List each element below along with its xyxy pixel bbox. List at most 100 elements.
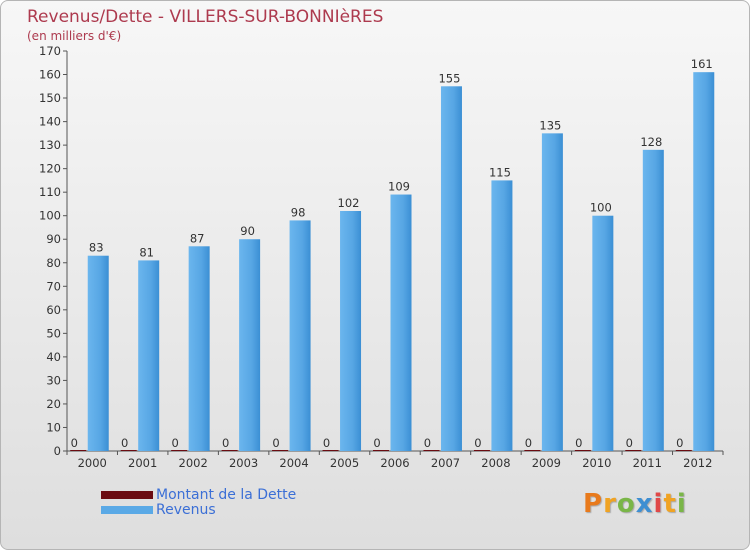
bar-dette xyxy=(373,450,389,451)
x-tick-label: 2006 xyxy=(380,456,409,470)
legend-label-revenus: Revenus xyxy=(156,501,216,518)
data-label-revenus: 81 xyxy=(139,245,154,259)
bar-dette xyxy=(70,450,87,451)
y-tick-label: 40 xyxy=(46,350,61,364)
data-label-revenus: 161 xyxy=(691,57,713,71)
bar-dette xyxy=(625,450,642,451)
data-label-dette: 0 xyxy=(121,436,128,450)
y-tick-label: 30 xyxy=(46,373,61,387)
y-tick-label: 70 xyxy=(46,279,61,293)
x-tick-label: 2002 xyxy=(179,456,208,470)
data-label-revenus: 87 xyxy=(190,231,205,245)
y-tick-label: 160 xyxy=(39,68,61,82)
y-tick-label: 100 xyxy=(39,209,61,223)
bar-dette xyxy=(322,450,339,451)
x-tick-label: 2011 xyxy=(633,456,662,470)
data-labels: 0 83 0 81 0 87 0 90 0 98 0 102 0 109 0 155 0 115 0 135 0 100 0… xyxy=(71,57,713,450)
legend-label-dette: Montant de la Dette xyxy=(156,486,297,503)
data-label-revenus: 90 xyxy=(240,224,255,238)
x-tick-label: 2004 xyxy=(279,456,308,470)
y-tick-label: 60 xyxy=(46,303,61,317)
bar-revenus xyxy=(87,255,109,451)
bar-revenus xyxy=(188,246,210,451)
x-tick-label: 2012 xyxy=(683,456,712,470)
bar-revenus xyxy=(541,133,563,451)
y-tick-label: 10 xyxy=(46,420,61,434)
y-tick-label: 110 xyxy=(39,185,61,199)
x-tick-label: 2005 xyxy=(330,456,359,470)
y-tick-label: 90 xyxy=(46,232,61,246)
data-label-dette: 0 xyxy=(424,436,431,450)
bar-revenus xyxy=(642,149,664,451)
chart-subtitle: (en milliers d'€) xyxy=(27,29,122,43)
data-label-dette: 0 xyxy=(71,436,78,450)
logo-letter: i xyxy=(676,489,687,519)
data-label-dette: 0 xyxy=(575,436,582,450)
y-tick-label: 80 xyxy=(46,256,61,270)
y-tick-label: 140 xyxy=(39,115,61,129)
y-tick-label: 130 xyxy=(39,138,61,152)
chart-title: Revenus/Dette - VILLERS-SUR-BONNIèRES xyxy=(27,7,384,27)
bar-dette xyxy=(473,450,490,451)
legend: Montant de la Dette Revenus xyxy=(101,486,297,518)
bar-revenus xyxy=(289,220,311,451)
data-label-dette: 0 xyxy=(373,436,380,450)
data-label-dette: 0 xyxy=(626,436,633,450)
bar-dette xyxy=(574,450,591,451)
x-tick-label: 2009 xyxy=(532,456,561,470)
legend-swatch-dette xyxy=(101,490,153,499)
data-label-revenus: 135 xyxy=(539,118,561,132)
logo-letter: P xyxy=(583,489,604,519)
logo-letter: x xyxy=(635,489,654,519)
data-label-revenus: 98 xyxy=(291,205,306,219)
y-tick-label: 150 xyxy=(39,91,61,105)
logo-letter: i xyxy=(653,489,664,519)
y-tick-label: 120 xyxy=(39,162,61,176)
x-tick-label: 2010 xyxy=(582,456,611,470)
bar-dette xyxy=(423,450,440,451)
data-label-revenus: 102 xyxy=(338,196,360,210)
x-tick-label: 2000 xyxy=(78,456,107,470)
bar-dette xyxy=(675,450,692,451)
data-label-revenus: 83 xyxy=(89,241,104,255)
y-tick-label: 50 xyxy=(46,326,61,340)
bar-dette xyxy=(221,450,238,451)
data-label-dette: 0 xyxy=(525,436,532,450)
logo-letter: t xyxy=(663,489,677,519)
data-label-dette: 0 xyxy=(171,436,178,450)
data-label-revenus: 109 xyxy=(388,180,410,194)
data-label-dette: 0 xyxy=(222,436,229,450)
bar-revenus xyxy=(693,72,715,452)
proxiti-logo: Proxiti xyxy=(583,489,687,519)
x-tick-label: 2007 xyxy=(431,456,460,470)
legend-item-dette: Montant de la Dette xyxy=(101,486,297,503)
legend-swatch-revenus xyxy=(101,505,153,514)
data-label-dette: 0 xyxy=(272,436,279,450)
bar-dette xyxy=(272,450,289,451)
bar-dette xyxy=(524,450,541,451)
y-tick-label: 170 xyxy=(39,44,61,58)
x-tick-label: 2003 xyxy=(229,456,258,470)
y-tick-label: 0 xyxy=(54,444,61,458)
logo-letter: o xyxy=(616,489,636,519)
bar-dette xyxy=(171,450,188,451)
data-label-dette: 0 xyxy=(323,436,330,450)
bar-revenus xyxy=(390,194,412,451)
data-label-revenus: 100 xyxy=(590,201,612,215)
y-tick-label: 20 xyxy=(46,397,61,411)
data-label-revenus: 115 xyxy=(489,165,511,179)
bar-revenus xyxy=(340,211,362,451)
bar-revenus xyxy=(138,260,160,451)
bar-revenus xyxy=(239,239,261,451)
bar-revenus xyxy=(491,180,513,452)
bars xyxy=(70,72,715,452)
x-tick-label: 2008 xyxy=(481,456,510,470)
data-label-dette: 0 xyxy=(676,436,683,450)
data-label-dette: 0 xyxy=(474,436,481,450)
x-tick-label: 2001 xyxy=(128,456,157,470)
bar-revenus xyxy=(592,215,614,451)
legend-item-revenus: Revenus xyxy=(101,501,296,518)
bar-dette xyxy=(120,450,137,451)
